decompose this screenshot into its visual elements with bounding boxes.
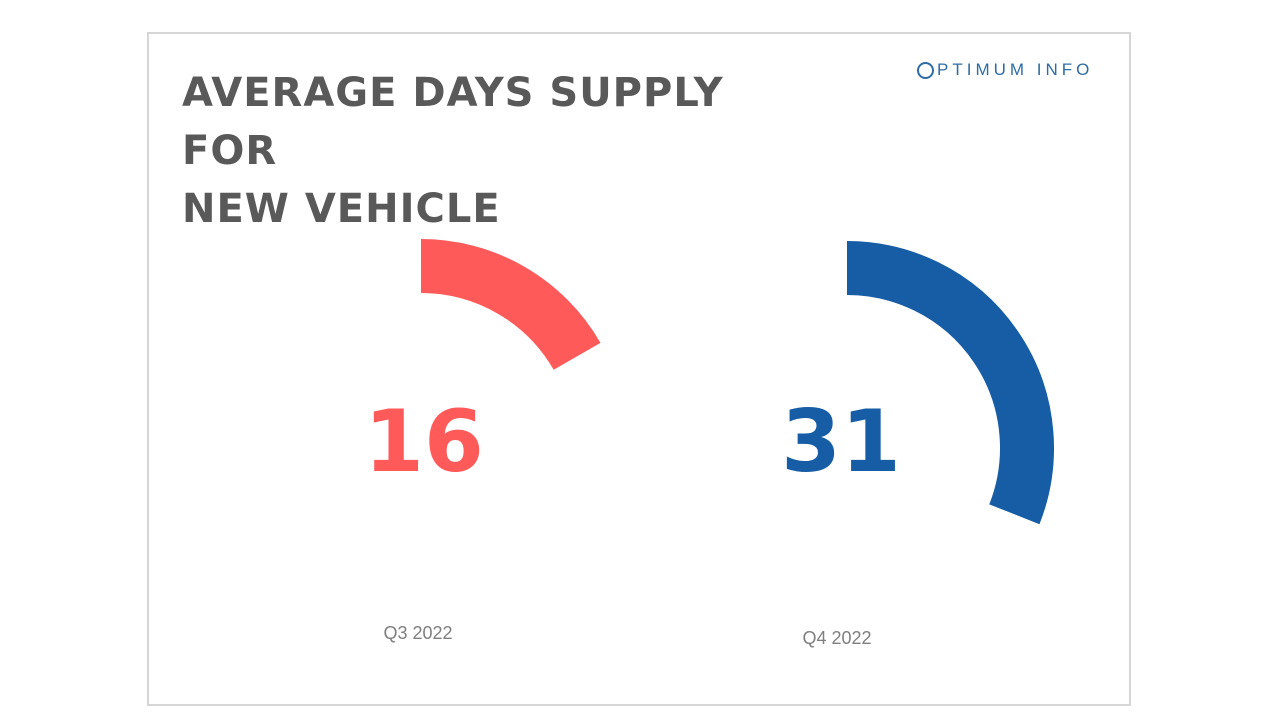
gauge-value-q3: 16 — [364, 392, 484, 492]
gauge-label-q4: Q4 2022 — [802, 628, 871, 648]
gauge-q4: 31 Q4 2022 — [781, 241, 1054, 648]
title-line-1: AVERAGE DAYS SUPPLY FOR — [182, 70, 724, 174]
title-line-2: NEW VEHICLE — [182, 186, 501, 232]
gauge-q3: 16 Q3 2022 — [364, 239, 601, 643]
gauge-arc-q4 — [846, 241, 1054, 525]
gauge-value-q4: 31 — [781, 392, 901, 492]
gauge-chart: 16 Q3 2022 31 Q4 2022 — [364, 239, 1054, 648]
logo-ring-icon — [917, 61, 934, 79]
slide-frame: AVERAGE DAYS SUPPLY FOR NEW VEHICLE PTIM… — [147, 32, 1131, 706]
gauge-label-q3: Q3 2022 — [383, 623, 452, 643]
logo-text: PTIMUM INFO — [937, 60, 1094, 79]
gauge-arc-q3 — [420, 239, 601, 371]
page-title: AVERAGE DAYS SUPPLY FOR NEW VEHICLE — [182, 64, 822, 238]
optimum-info-logo: PTIMUM INFO — [917, 60, 1093, 80]
